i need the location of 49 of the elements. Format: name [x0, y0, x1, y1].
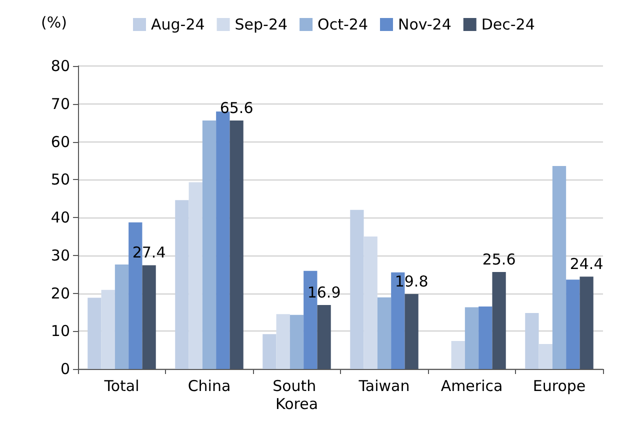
y-axis-title: (%): [41, 14, 67, 32]
x-tick-label: Taiwan: [358, 377, 410, 395]
y-tick-label: 60: [50, 132, 70, 151]
bar: [230, 120, 244, 369]
bar: [101, 290, 115, 369]
data-label: 25.6: [482, 250, 516, 269]
bar: [478, 306, 492, 369]
bar: [142, 265, 156, 369]
bar: [88, 298, 102, 369]
x-tick-label: China: [188, 377, 231, 395]
bar: [262, 334, 276, 369]
y-tick-label: 70: [50, 94, 70, 113]
bar: [552, 166, 566, 369]
bar: [404, 294, 418, 369]
x-tick-label: America: [440, 377, 503, 395]
legend-label: Nov-24: [398, 16, 452, 34]
data-label: 24.4: [570, 255, 604, 274]
bar: [350, 210, 364, 369]
bar: [525, 312, 539, 369]
bar: [290, 314, 304, 369]
bar: [364, 236, 378, 369]
y-tick-label: 50: [50, 170, 70, 189]
bar: [276, 314, 290, 369]
bar: [464, 307, 479, 369]
y-tick-label: 80: [50, 57, 70, 75]
y-tick-label: 30: [50, 246, 70, 264]
bar: [538, 344, 552, 369]
y-tick-label: 20: [50, 284, 70, 302]
bar: [202, 120, 216, 369]
legend-label: Aug-24: [151, 16, 205, 34]
bar: [188, 182, 202, 369]
bar: [317, 304, 331, 369]
bar: [175, 200, 189, 369]
bar: [114, 264, 129, 369]
x-tick-label: South Korea: [272, 377, 321, 413]
bar: [566, 280, 580, 369]
legend-label: Sep-24: [234, 16, 288, 34]
legend-label: Oct-24: [318, 16, 368, 34]
y-tick-label: 40: [50, 208, 70, 226]
bar: [580, 276, 594, 369]
x-tick-label: Europe: [532, 377, 586, 395]
bar: [451, 340, 465, 369]
bar: [492, 272, 506, 369]
y-tick-label: 10: [50, 322, 70, 340]
bar: [377, 297, 392, 369]
x-tick-label: Total: [103, 377, 140, 395]
data-label: 65.6: [220, 99, 254, 118]
y-tick-label: 0: [60, 360, 70, 378]
legend-label: Dec-24: [481, 16, 535, 34]
